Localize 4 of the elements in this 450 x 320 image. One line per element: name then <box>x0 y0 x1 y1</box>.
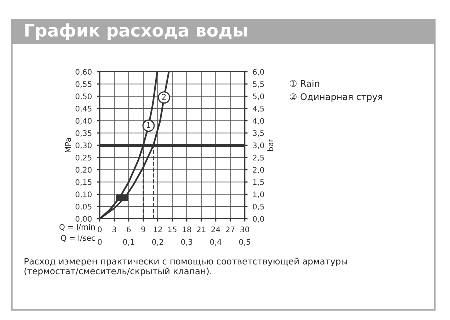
chart-title: График расхода воды <box>26 24 247 40</box>
text: ① Rain <box>290 80 320 88</box>
text: ② Одинарная струя <box>290 94 382 102</box>
text: Расход измерен практически с помощью соответствующей арматуры (термостат/смеситель/скрытый клапан). <box>24 258 348 276</box>
